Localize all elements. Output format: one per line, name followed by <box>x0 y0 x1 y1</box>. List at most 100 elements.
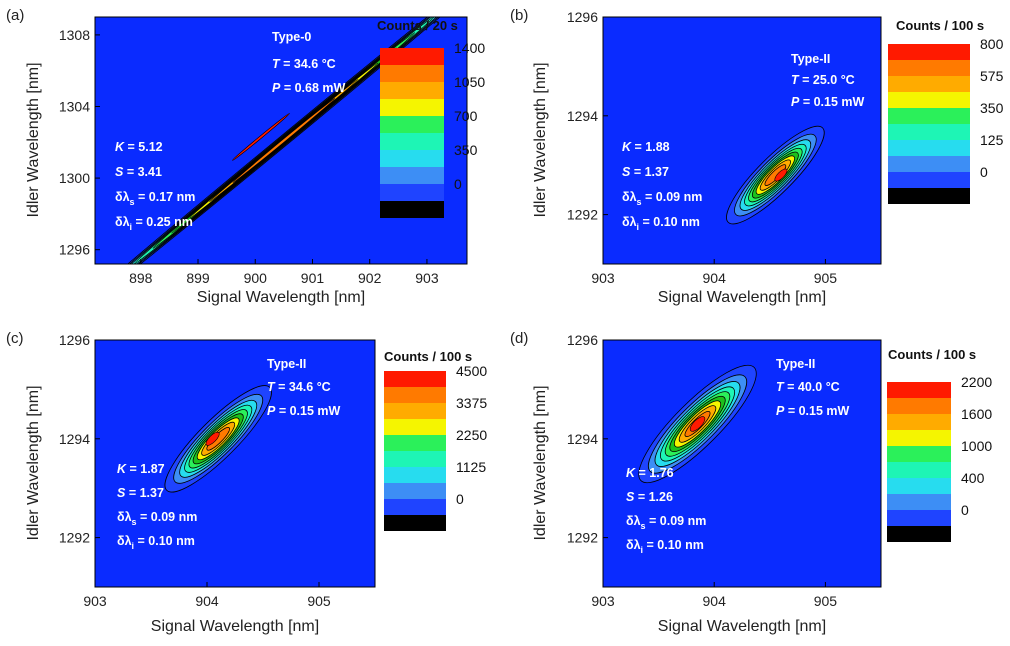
y-axis-label: Idler Wavelength [nm] <box>532 62 549 217</box>
stat-subscript: i <box>132 541 135 551</box>
stat-value: = 0.17 nm <box>135 190 196 204</box>
stat-label: S = 3.41 <box>115 165 162 179</box>
stat-symbol: δλ <box>115 215 130 229</box>
contour-band <box>232 98 336 183</box>
stat-symbol: K <box>115 140 125 154</box>
peak-region <box>205 431 220 446</box>
colorbar-tick-label: 1400 <box>454 40 485 56</box>
y-tick-label: 1294 <box>567 431 598 447</box>
type-label: Type-0 <box>272 30 311 44</box>
heatmap-contours <box>638 364 757 484</box>
y-axis-ticks: 1292 1294 1296 <box>567 332 608 546</box>
x-tick-label: 898 <box>129 270 153 286</box>
stat-symbol: K <box>622 140 632 154</box>
colorbar-swatch <box>384 467 446 483</box>
colorbar-tick-label: 350 <box>454 142 478 158</box>
colorbar-swatch <box>380 133 444 150</box>
temperature-label: T = 34.6 °C <box>267 380 331 394</box>
colorbar-swatch <box>887 494 951 510</box>
power-value: = 0.15 mW <box>799 95 864 109</box>
stat-symbol: δλ <box>117 510 132 524</box>
stat-value: = 1.26 <box>634 490 673 504</box>
x-tick-label: 900 <box>244 270 268 286</box>
stat-label: δλs = 0.09 nm <box>117 510 197 527</box>
x-axis-label: Signal Wavelength [nm] <box>658 289 826 306</box>
colorbar-swatch <box>888 44 970 60</box>
stat-symbol: K <box>117 462 127 476</box>
stat-value: = 5.12 <box>124 140 163 154</box>
y-axis-label: Idler Wavelength [nm] <box>25 385 42 540</box>
colorbar-swatch <box>888 172 970 188</box>
stat-symbol: S <box>626 490 635 504</box>
temperature-label: T = 40.0 °C <box>776 380 840 394</box>
panel-label: (c) <box>6 330 24 347</box>
stat-value: = 1.37 <box>125 486 164 500</box>
stat-subscript: i <box>637 222 640 232</box>
stat-subscript: i <box>130 222 133 232</box>
stat-label: δλi = 0.10 nm <box>622 215 700 232</box>
stat-value: = 1.37 <box>630 165 669 179</box>
stat-subscript: i <box>641 545 644 555</box>
colorbar-tick-label: 700 <box>454 108 478 124</box>
x-axis-ticks: 903 904 905 <box>83 582 331 609</box>
colorbar-swatch <box>887 382 951 398</box>
panel-a: (a) 898 899 900 901 902 903 1296130013041308 … <box>6 7 485 306</box>
stat-value: = 0.09 nm <box>642 190 703 204</box>
x-axis-ticks: 903 904 905 <box>591 259 837 286</box>
heatmap-contours <box>164 385 272 493</box>
colorbar-title: Counts / 20 s <box>377 18 458 33</box>
stat-symbol: S <box>622 165 631 179</box>
annotation-block: Type-II T = 34.6 °C P = 0.15 mW K = 1.87… <box>117 357 341 551</box>
stat-label: δλi = 0.10 nm <box>626 538 704 555</box>
colorbar: Counts / 100 s 2200 1600 1000 400 0 <box>887 347 992 542</box>
colorbar-swatch <box>384 371 446 387</box>
x-tick-label: 901 <box>301 270 325 286</box>
peak-region <box>232 113 290 161</box>
panel-label: (d) <box>510 330 528 347</box>
heatmap-contours <box>726 125 825 225</box>
stat-symbol: S <box>117 486 126 500</box>
colorbar-tick-label: 4500 <box>456 363 487 379</box>
temperature-value: = 34.6 °C <box>280 57 336 71</box>
x-tick-label: 903 <box>591 593 615 609</box>
y-tick-label: 1296 <box>567 332 598 348</box>
stat-subscript: s <box>641 521 646 531</box>
colorbar-swatch <box>888 140 970 156</box>
stat-symbol: δλ <box>117 534 132 548</box>
x-axis-label: Signal Wavelength [nm] <box>658 618 826 635</box>
y-tick-label: 1292 <box>567 530 598 546</box>
colorbar-swatch <box>380 65 444 82</box>
colorbar-swatch <box>887 414 951 430</box>
stat-symbol: δλ <box>626 538 641 552</box>
colorbar-tick-label: 1600 <box>961 406 992 422</box>
temperature-value: = 40.0 °C <box>784 380 840 394</box>
plot-frame <box>602 16 882 265</box>
colorbar-swatch <box>888 60 970 76</box>
colorbar-swatch <box>384 419 446 435</box>
temperature-symbol: T <box>776 380 785 394</box>
y-axis-ticks: 1292 1294 1296 <box>567 9 608 223</box>
colorbar-tick-label: 350 <box>980 100 1004 116</box>
power-symbol: P <box>776 404 785 418</box>
colorbar-swatch <box>887 398 951 414</box>
x-tick-label: 899 <box>186 270 210 286</box>
colorbar-tick-label: 3375 <box>456 395 487 411</box>
colorbar-swatch <box>380 99 444 116</box>
colorbar-swatch <box>380 150 444 167</box>
colorbar-tick-label: 0 <box>961 502 969 518</box>
x-tick-label: 905 <box>814 593 838 609</box>
colorbar-swatch <box>380 201 444 218</box>
colorbar: Counts / 100 s 800 575 350 125 0 <box>888 18 1004 204</box>
colorbar-swatch <box>887 462 951 478</box>
x-tick-label: 905 <box>814 270 838 286</box>
stat-label: δλi = 0.25 nm <box>115 215 193 232</box>
stat-value: = 1.76 <box>635 466 674 480</box>
stat-symbol: S <box>115 165 124 179</box>
colorbar-tick-label: 2200 <box>961 374 992 390</box>
panel-b: (b) 903 904 905 1292 1294 1296 Signal Wavele… <box>510 7 1004 306</box>
y-tick-label: 1292 <box>567 207 598 223</box>
temperature-value: = 25.0 °C <box>799 73 855 87</box>
power-label: P = 0.15 mW <box>791 95 865 109</box>
